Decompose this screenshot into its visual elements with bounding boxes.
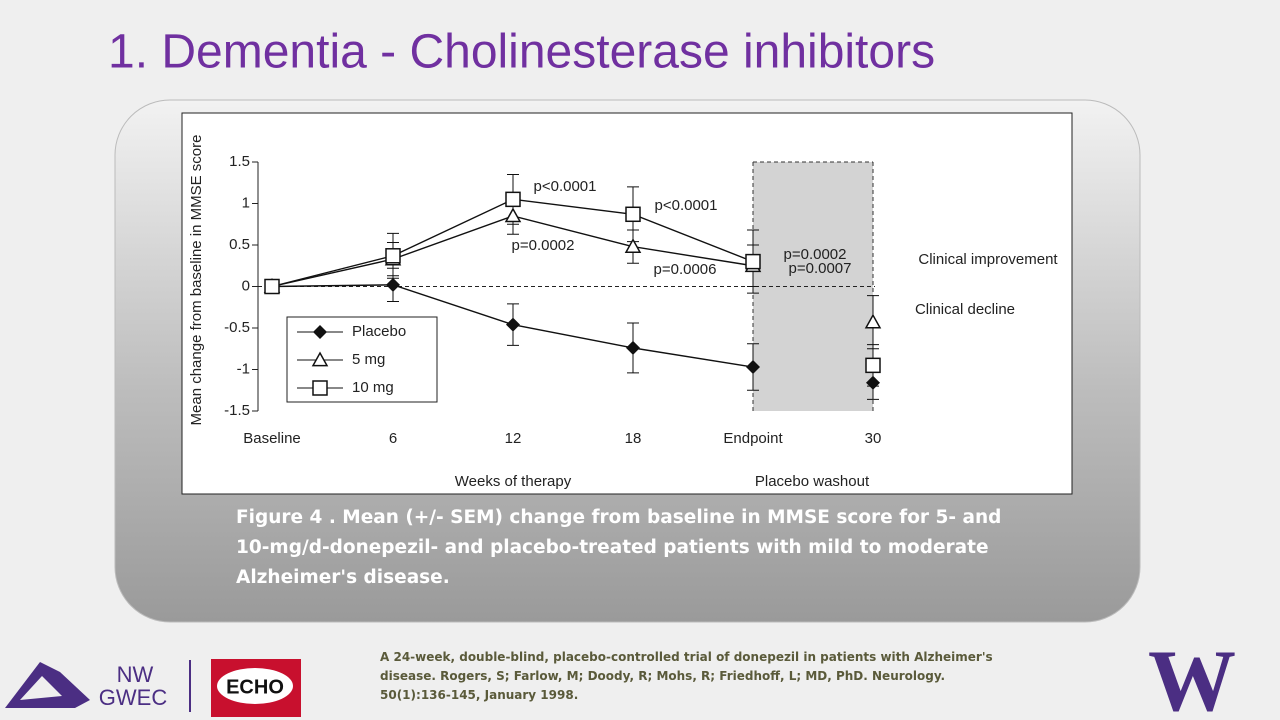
annotation: Clinical decline (915, 301, 1015, 318)
x-tick-label: Endpoint (723, 430, 783, 447)
legend-label: Placebo (352, 323, 406, 340)
plot: 1.5 1 0.5 0 -0.5 -1 -1.5 Baseline 6 12 18 Endpoint 3… (188, 135, 1058, 490)
data-point (386, 277, 400, 292)
legend-marker (313, 325, 327, 339)
y-tick-label: 1 (242, 194, 250, 211)
logo-text: GWEC (99, 685, 168, 710)
y-tick-label: -1.5 (224, 402, 250, 419)
legend-label: 5 mg (352, 351, 385, 368)
chart-frame (181, 112, 1073, 495)
legend-marker (311, 351, 329, 367)
uw-logo: W (1148, 633, 1236, 720)
data-point (264, 278, 280, 295)
data-point (864, 313, 882, 329)
x-tick-label: Baseline (243, 430, 301, 447)
y-tick-label: 0 (242, 277, 250, 294)
y-tick-label: 1.5 (229, 153, 250, 170)
y-axis-label: Mean change from baseline in MMSE score (188, 135, 205, 426)
figure-caption: Figure 4 . Mean (+/- SEM) change from ba… (236, 507, 1002, 588)
x-tick-label: 6 (389, 430, 397, 447)
data-point (506, 317, 520, 332)
x-tick-label: 18 (625, 430, 642, 447)
data-point (504, 207, 522, 223)
annotation: p=0.0007 (789, 260, 852, 277)
y-tick-label: -1 (237, 360, 250, 377)
legend-label: 10 mg (352, 379, 394, 396)
x-axis-label: Weeks of therapy (455, 473, 572, 490)
logo-text: NW (117, 662, 154, 687)
annotation: Clinical improvement (918, 251, 1058, 268)
slide-title: 1. Dementia - Cholinesterase inhibitors (108, 26, 935, 79)
data-point (746, 360, 760, 375)
citation: A 24-week, double-blind, placebo-control… (380, 650, 993, 702)
data-point (865, 357, 881, 374)
data-point (625, 206, 641, 223)
y-tick-label: 0.5 (229, 236, 250, 253)
data-point (866, 375, 880, 390)
data-point (385, 248, 401, 264)
logo-text: ECHO (226, 676, 284, 698)
y-tick-label: -0.5 (224, 319, 250, 336)
echo-logo-oval (217, 668, 293, 704)
data-point (745, 253, 761, 270)
annotation: p=0.0002 (784, 246, 847, 263)
annotation: p=0.0006 (654, 261, 717, 278)
annotation: p<0.0001 (534, 178, 597, 195)
washout-label: Placebo washout (755, 473, 870, 490)
x-tick-label: 30 (865, 430, 882, 447)
legend-marker (312, 380, 328, 396)
annotation: p=0.0002 (512, 237, 575, 254)
x-tick-label: 12 (505, 430, 522, 447)
nwgwec-logo-shape (20, 676, 62, 700)
data-point (626, 340, 640, 355)
annotation: p<0.0001 (655, 197, 718, 214)
data-point (505, 191, 521, 208)
data-point (624, 238, 642, 254)
